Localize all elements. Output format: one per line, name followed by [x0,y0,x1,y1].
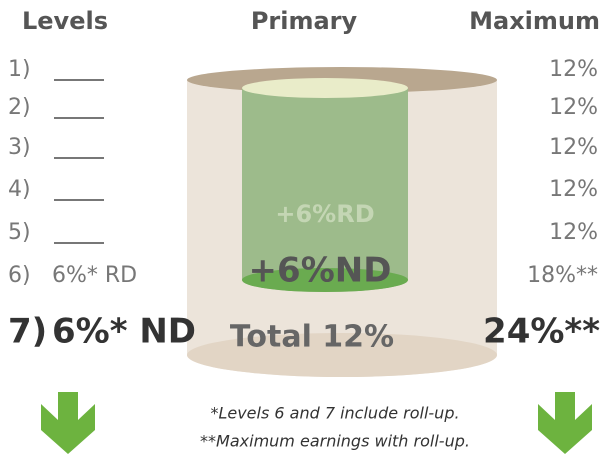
level-max: 12% [549,95,598,120]
level-max: 12% [549,135,598,160]
footnote: **Maximum earnings with roll-up. [200,432,470,451]
level-number: 5) [8,220,31,245]
level-number: 4) [8,177,31,202]
footnote: *Levels 6 and 7 include roll-up. [210,404,459,423]
level-max: 18%** [527,263,598,288]
level-label: 6%* RD [52,263,137,288]
level-number: 3) [8,135,31,160]
header-primary: Primary [251,7,358,35]
infographic: Levels Primary Maximum 1) 12% 2) 12% 3) 12% 4)… [0,0,606,464]
header-levels: Levels [22,7,108,35]
level-max: 12% [549,57,598,82]
primary-rd: +6%RD [275,200,374,228]
level7-number: 7) [8,312,47,352]
level-number: 1) [8,57,31,82]
primary-nd: +6%ND [249,251,392,291]
arrow-down [41,392,95,454]
level7-max: 24%** [483,312,600,352]
header-maximum: Maximum [469,7,600,35]
level-number: 2) [8,95,31,120]
primary-total: Total 12% [230,320,394,355]
level7-label: 6%* ND [52,312,196,352]
level-number: 6) [8,263,31,288]
level-max: 12% [549,177,598,202]
arrow-down [538,392,592,454]
level-max: 12% [549,220,598,245]
